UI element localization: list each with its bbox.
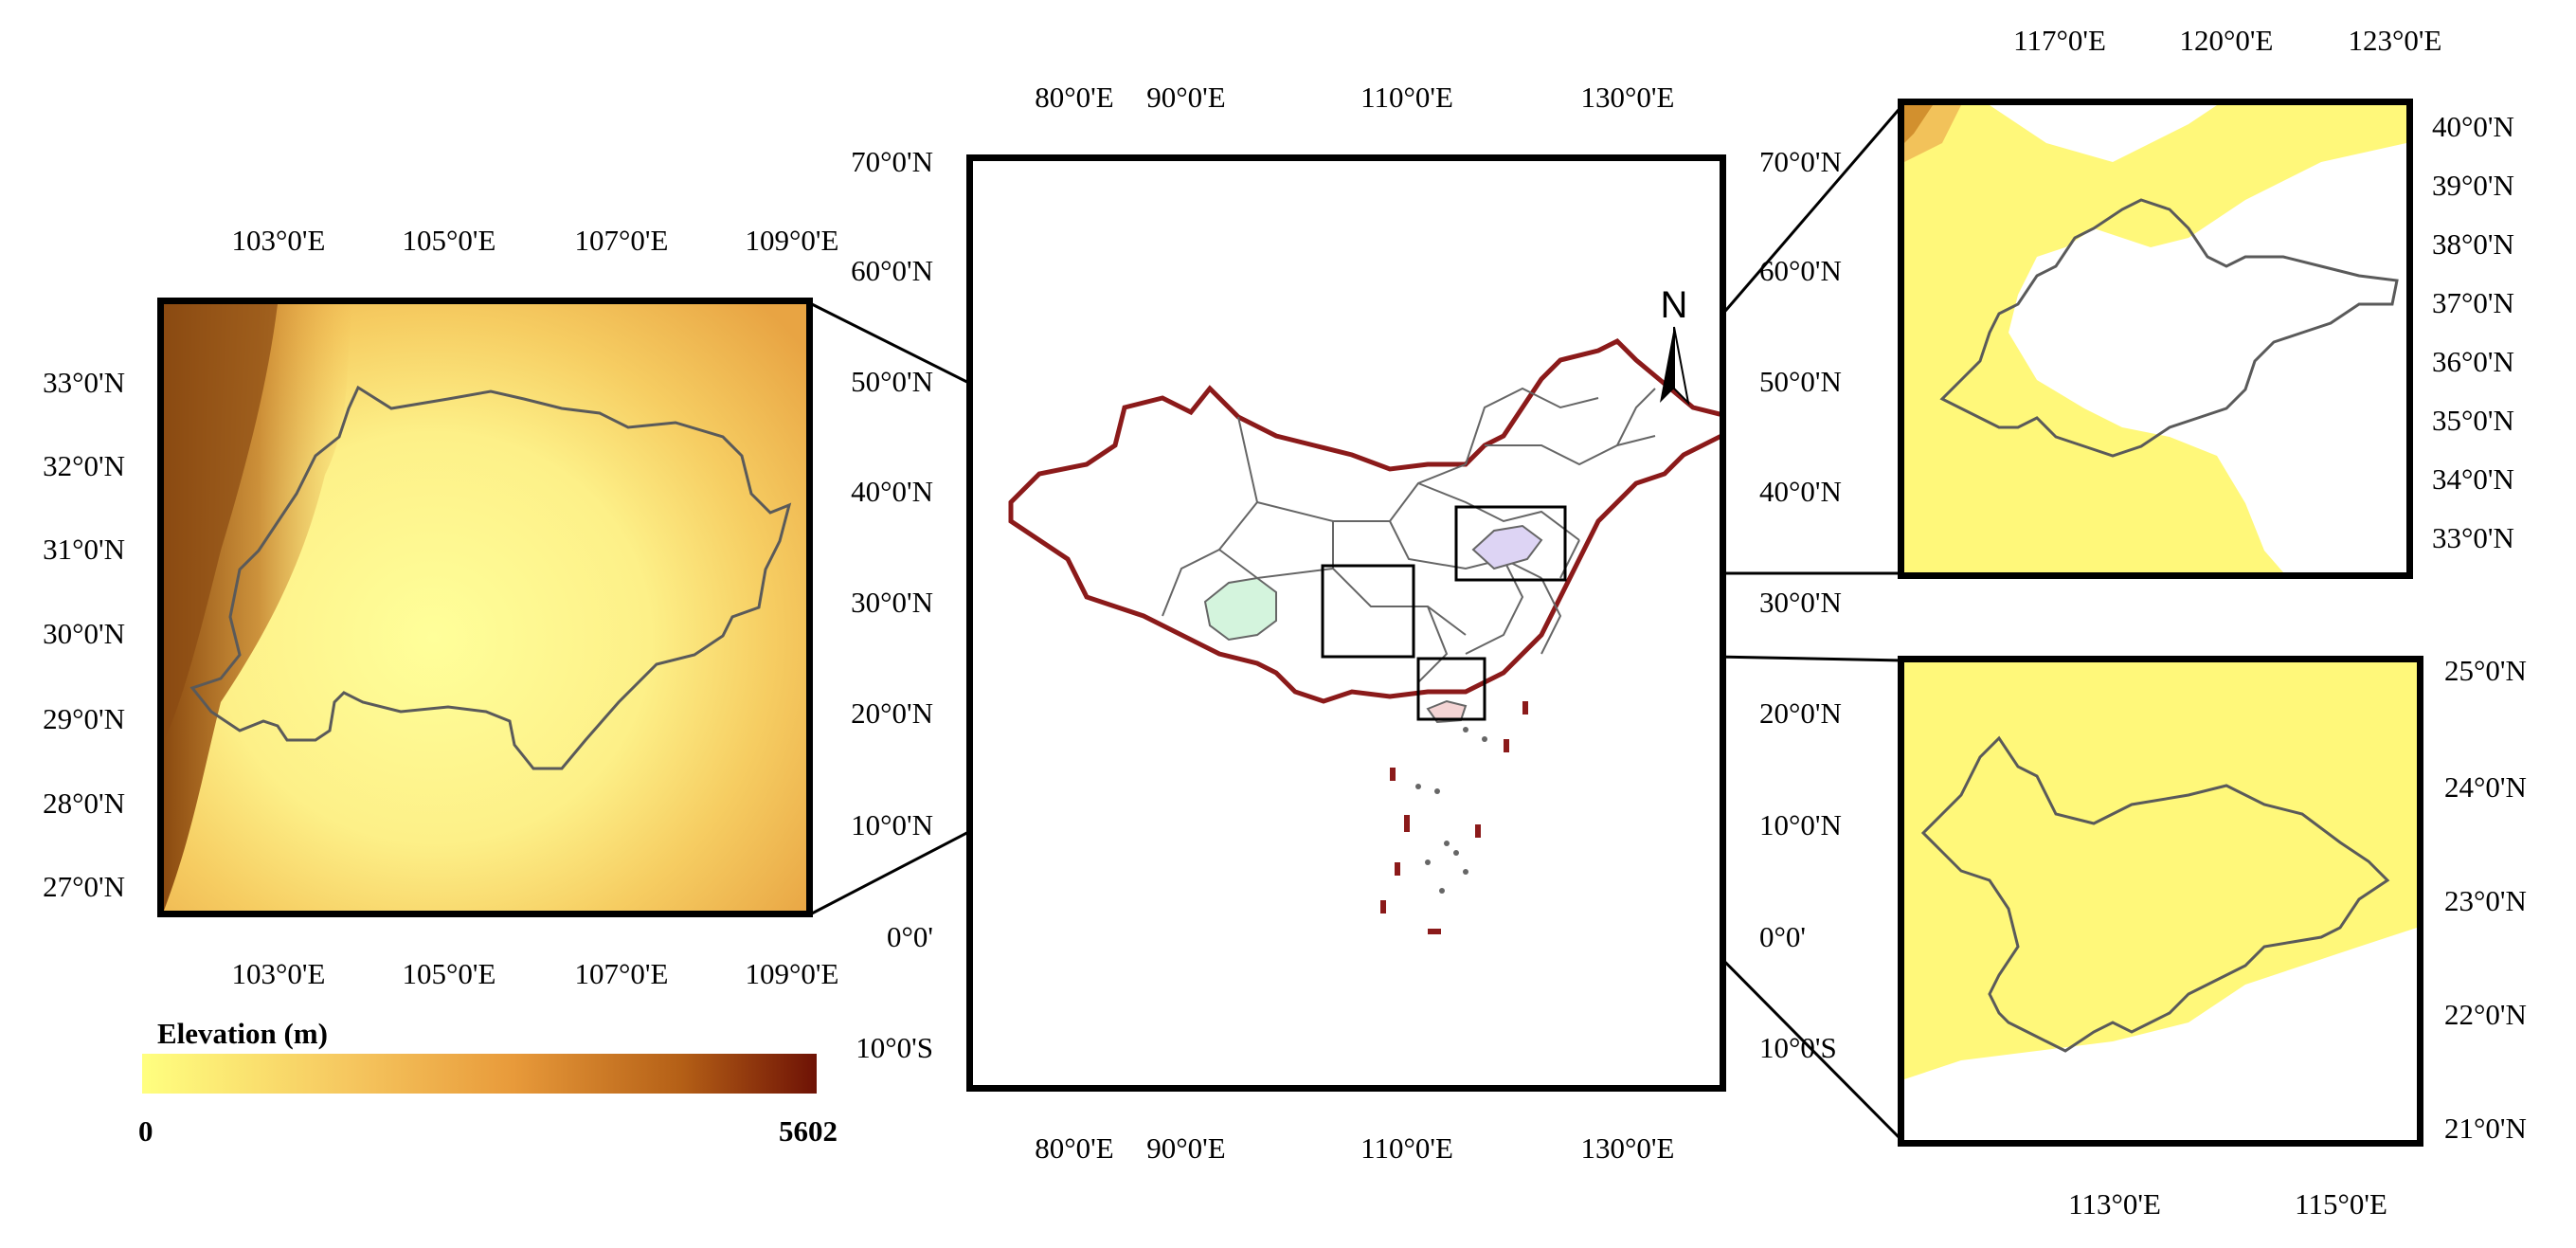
tr-right-lat: 33°0'N xyxy=(2432,521,2514,554)
left-bottom-tick: 105°0'E xyxy=(402,957,496,990)
left-bottom-tick: 109°0'E xyxy=(745,957,839,990)
legend-title: Elevation (m) xyxy=(157,1017,328,1050)
center-bottom-tick: 90°0'E xyxy=(1146,1131,1226,1165)
center-left-lat: 30°0'N xyxy=(851,586,933,619)
center-right-lat: 40°0'N xyxy=(1759,475,1842,508)
left-lat-tick: 33°0'N xyxy=(43,366,125,399)
center-right-lat: 60°0'N xyxy=(1759,254,1842,287)
sichuan-elevation-map xyxy=(164,304,806,911)
left-top-tick: 107°0'E xyxy=(574,224,669,257)
center-left-lat: 20°0'N xyxy=(851,696,933,730)
guangdong-elevation-map xyxy=(1904,662,2417,1140)
tr-top-tick: 123°0'E xyxy=(2348,24,2442,57)
center-right-lat: 20°0'N xyxy=(1759,696,1842,730)
left-top-tick: 103°0'E xyxy=(231,224,326,257)
guangdong-outline xyxy=(1920,735,2390,1053)
elevation-color-bar xyxy=(142,1054,817,1094)
br-right-lat: 21°0'N xyxy=(2444,1112,2527,1145)
center-left-lat: 60°0'N xyxy=(851,254,933,287)
left-top-tick: 105°0'E xyxy=(402,224,496,257)
center-right-lat: 10°0'N xyxy=(1759,808,1842,841)
left-lat-tick: 28°0'N xyxy=(43,787,125,820)
br-bottom-tick: 113°0'E xyxy=(2068,1187,2161,1221)
center-left-lat: 0°0' xyxy=(887,920,933,953)
center-bottom-tick: 80°0'E xyxy=(1035,1131,1114,1165)
tr-right-lat: 34°0'N xyxy=(2432,462,2514,496)
br-right-lat: 22°0'N xyxy=(2444,998,2527,1031)
left-bottom-tick: 103°0'E xyxy=(231,957,326,990)
tr-top-tick: 117°0'E xyxy=(2013,24,2106,57)
sichuan-outline xyxy=(189,385,792,770)
center-right-lat: 70°0'N xyxy=(1759,145,1842,178)
shandong-elevation-panel xyxy=(1898,99,2413,579)
sichuan-elevation-panel xyxy=(157,298,813,917)
center-right-lat: 50°0'N xyxy=(1759,365,1842,398)
north-label: N xyxy=(1661,284,1688,326)
center-right-lat: 30°0'N xyxy=(1759,586,1842,619)
center-top-tick: 130°0'E xyxy=(1580,81,1675,114)
center-right-lat: 0°0' xyxy=(1759,920,1806,953)
br-right-lat: 24°0'N xyxy=(2444,770,2527,804)
center-left-lat: 10°0'S xyxy=(856,1031,933,1064)
tr-right-lat: 40°0'N xyxy=(2432,110,2514,143)
shandong-elevation-map xyxy=(1904,105,2406,572)
north-arrow-icon xyxy=(1660,326,1690,406)
left-lat-tick: 29°0'N xyxy=(43,702,125,735)
center-left-lat: 40°0'N xyxy=(851,475,933,508)
tr-top-tick: 120°0'E xyxy=(2179,24,2274,57)
china-overview-panel: N xyxy=(966,154,1726,1092)
center-bottom-tick: 130°0'E xyxy=(1580,1131,1675,1165)
br-bottom-tick: 115°0'E xyxy=(2295,1187,2387,1221)
left-bottom-tick: 107°0'E xyxy=(574,957,669,990)
shandong-outline xyxy=(1939,198,2399,458)
left-lat-tick: 31°0'N xyxy=(43,533,125,566)
center-left-lat: 50°0'N xyxy=(851,365,933,398)
center-left-lat: 10°0'N xyxy=(851,808,933,841)
left-lat-tick: 30°0'N xyxy=(43,617,125,650)
tr-right-lat: 39°0'N xyxy=(2432,169,2514,202)
sichuan-highlight xyxy=(1203,576,1277,642)
guangdong-inset-box xyxy=(1416,657,1486,721)
legend-max: 5602 xyxy=(779,1114,838,1148)
shandong-highlight xyxy=(1471,524,1543,570)
center-bottom-tick: 110°0'E xyxy=(1360,1131,1453,1165)
left-lat-tick: 27°0'N xyxy=(43,870,125,903)
left-lat-tick: 32°0'N xyxy=(43,449,125,482)
br-right-lat: 25°0'N xyxy=(2444,654,2527,687)
tr-right-lat: 36°0'N xyxy=(2432,345,2514,378)
center-left-lat: 70°0'N xyxy=(851,145,933,178)
guangdong-elevation-panel xyxy=(1898,656,2423,1147)
left-top-tick: 109°0'E xyxy=(745,224,839,257)
tr-right-lat: 35°0'N xyxy=(2432,404,2514,437)
tr-right-lat: 38°0'N xyxy=(2432,227,2514,261)
sichuan-inset-box xyxy=(1321,564,1415,659)
center-right-lat: 10°0'S xyxy=(1759,1031,1837,1064)
center-top-tick: 110°0'E xyxy=(1360,81,1453,114)
center-top-tick: 80°0'E xyxy=(1035,81,1114,114)
br-right-lat: 23°0'N xyxy=(2444,884,2527,917)
legend-min: 0 xyxy=(138,1114,153,1148)
shandong-inset-box xyxy=(1454,505,1567,582)
china-overview-map: N xyxy=(1008,284,1720,934)
center-top-tick: 90°0'E xyxy=(1146,81,1226,114)
tr-right-lat: 37°0'N xyxy=(2432,286,2514,319)
